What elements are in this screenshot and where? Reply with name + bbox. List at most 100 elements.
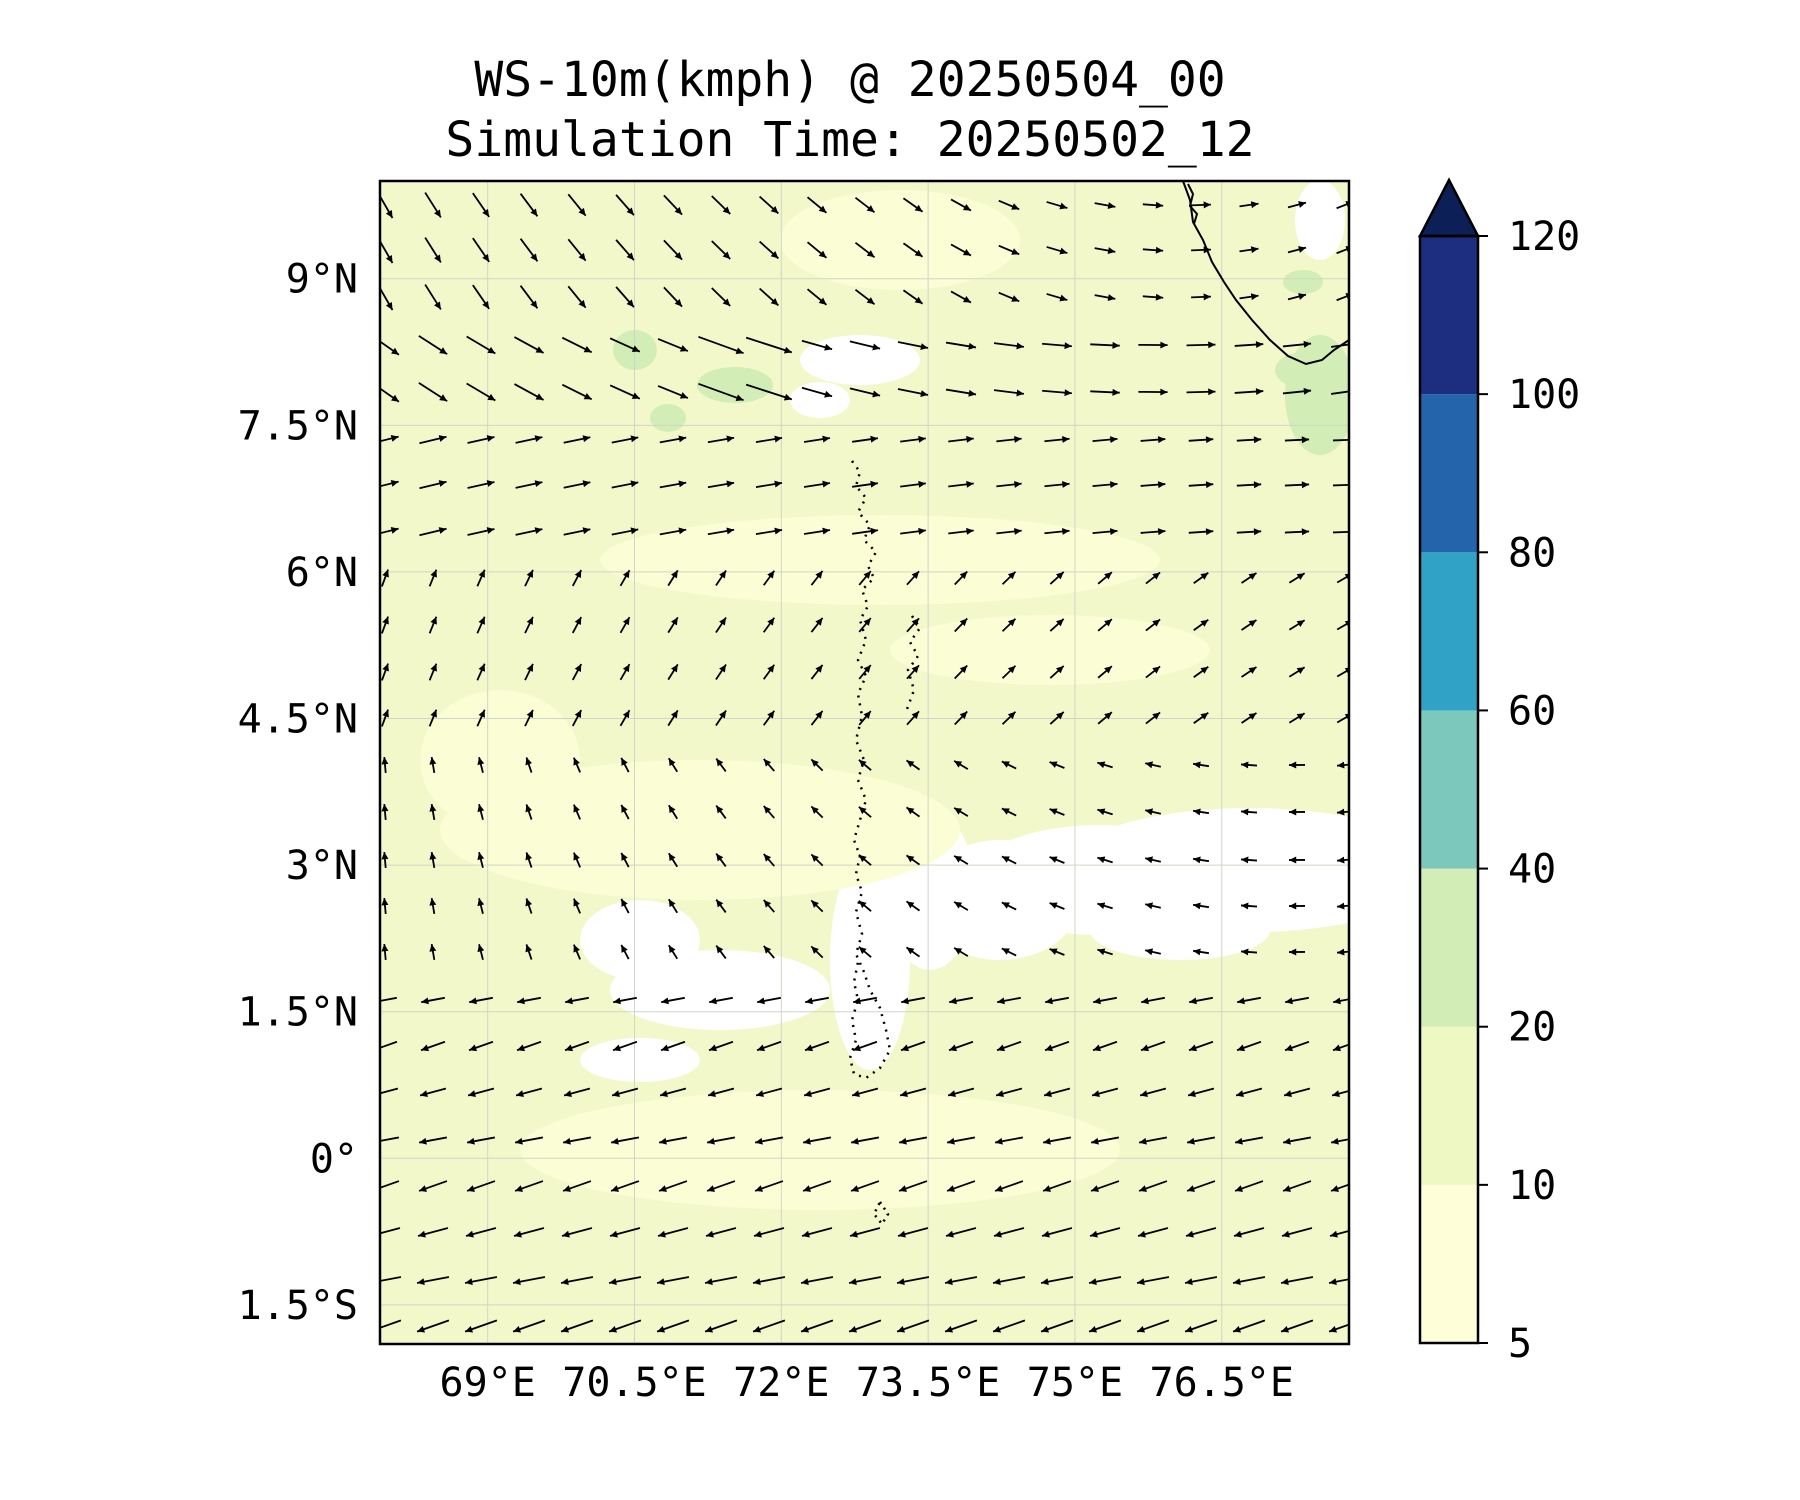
wind-vector-head	[858, 806, 867, 815]
wind-vector-head	[1187, 1137, 1195, 1145]
wind-vector-head	[578, 207, 586, 216]
latitude-tick-label: 0°	[310, 1136, 358, 1182]
wind-vector	[1336, 668, 1349, 678]
wind-vector-head	[767, 617, 775, 626]
wind-vector-head	[804, 1090, 812, 1097]
colorbar-segment	[1420, 236, 1478, 395]
wind-vector-head	[1250, 201, 1259, 209]
wind-vector-head	[1283, 1137, 1291, 1145]
colorbar-frame	[1418, 234, 1480, 1345]
wind-vector-head	[1233, 1325, 1242, 1333]
wind-vector-head	[1193, 948, 1201, 956]
wind-vector-head	[1283, 1185, 1292, 1192]
wind-vector-head	[1007, 665, 1016, 674]
wind-vector-head	[968, 342, 977, 350]
wind-vector-head	[1350, 481, 1357, 488]
wind-vector-head	[756, 1090, 764, 1097]
wind-vector-head	[1041, 1278, 1049, 1286]
speed-contour-patch	[1283, 270, 1323, 294]
wind-vector-head	[674, 298, 683, 307]
wind-vector-head	[626, 299, 634, 308]
wind-vector-head	[417, 1325, 426, 1333]
wind-vector-head	[1042, 1230, 1050, 1238]
wind-vector-head	[621, 804, 628, 813]
wind-vector-head	[1185, 1325, 1194, 1333]
wind-vector-head	[1093, 997, 1101, 1005]
wind-vector-head	[1059, 202, 1068, 210]
wind-vector-head	[1157, 481, 1166, 489]
wind-vector-head	[1200, 712, 1209, 720]
wind-vector-head	[1329, 1325, 1338, 1333]
wind-vector-head	[621, 944, 628, 953]
wind-vector-head	[674, 206, 683, 215]
wind-vector-head	[1248, 712, 1257, 720]
wind-vector-head	[853, 1044, 861, 1052]
wind-vector-head	[621, 898, 628, 907]
wind-vector-head	[1301, 481, 1310, 489]
wind-vector-head	[1155, 201, 1164, 209]
wind-vector-head	[565, 1044, 573, 1052]
wind-vector-head	[1282, 1230, 1290, 1238]
wind-vector-head	[573, 852, 580, 861]
wind-vector-head	[526, 709, 533, 718]
colorbar-extend-arrow	[1417, 177, 1481, 238]
wind-vector-head	[863, 618, 871, 626]
wind-vector-head	[526, 616, 533, 625]
wind-vector-head	[1253, 436, 1262, 444]
wind-vector-head	[1160, 388, 1168, 396]
colorbar-segment	[1420, 394, 1478, 553]
wind-vector-head	[858, 759, 867, 768]
wind-vector-head	[770, 251, 779, 259]
wind-vector-head	[574, 710, 582, 719]
wind-vector-head	[1350, 436, 1357, 443]
latitude-tick-label: 3°N	[286, 843, 358, 889]
wind-vector-head	[811, 900, 819, 908]
wind-vector-head	[565, 997, 573, 1005]
wind-vector-head	[946, 1230, 954, 1238]
wind-vector-head	[954, 947, 963, 955]
wind-vector-head	[962, 248, 971, 256]
wind-vector-head	[1337, 808, 1345, 816]
wind-vector-head	[947, 1185, 956, 1192]
wind-vector-head	[1285, 1044, 1293, 1052]
wind-vector-head	[477, 944, 485, 953]
wind-vector-head	[467, 1185, 476, 1192]
wind-vector-head	[901, 997, 909, 1005]
wind-vector-head	[1205, 528, 1214, 536]
wind-vector-head	[911, 665, 920, 673]
wind-vector-head	[417, 1278, 425, 1286]
wind-vector-head	[385, 210, 393, 218]
wind-vector-head	[1157, 528, 1166, 536]
longitude-tick-label: 73.5°E	[856, 1360, 1001, 1406]
speed-contour-patch	[1090, 900, 1270, 960]
wind-vector-head	[849, 1278, 857, 1286]
wind-vector-head	[513, 1278, 521, 1286]
wind-vector-head	[815, 570, 823, 579]
wind-vector-head	[482, 300, 490, 309]
wind-vector-head	[898, 1230, 906, 1238]
wind-vector	[1332, 530, 1349, 534]
wind-vector-head	[1112, 388, 1120, 396]
wind-vector-head	[757, 997, 765, 1005]
latitude-tick-label: 1.5°N	[238, 990, 358, 1036]
wind-vector-head	[1014, 435, 1022, 443]
wind-vector-head	[709, 997, 717, 1005]
wind-vector-head	[530, 300, 538, 309]
wind-vector-head	[818, 205, 827, 213]
wind-vector-head	[1112, 341, 1120, 349]
wind-vector-head	[716, 853, 724, 862]
wind-vector-head	[1107, 202, 1116, 210]
wind-vector-head	[626, 252, 634, 261]
wind-vector-head	[668, 899, 676, 908]
speed-contour-patch	[600, 515, 1160, 605]
wind-vector-head	[465, 1325, 474, 1333]
wind-vector-head	[708, 1090, 716, 1097]
wind-vector-head	[899, 1137, 907, 1145]
coastline-inlet	[1187, 183, 1199, 225]
wind-vector-head	[525, 757, 533, 766]
wind-vector-head	[1056, 665, 1064, 674]
wind-vector-head	[997, 1044, 1005, 1052]
wind-vector-head	[1241, 856, 1249, 864]
wind-vector-head	[658, 1230, 666, 1238]
colorbar-tick-label: 80	[1508, 530, 1556, 576]
